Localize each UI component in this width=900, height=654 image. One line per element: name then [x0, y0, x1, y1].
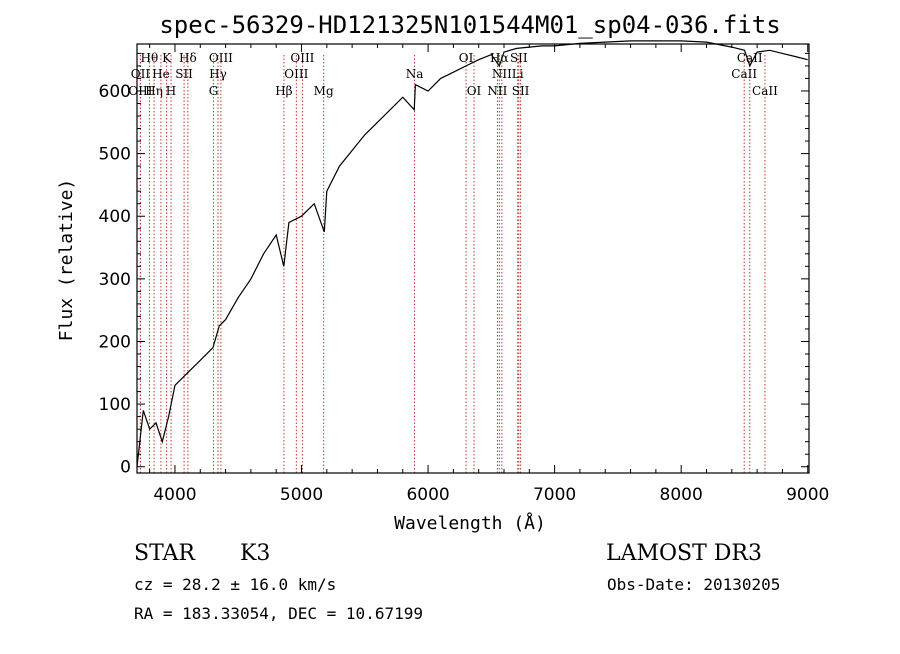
line-label-5: K [162, 51, 172, 65]
line-label-24: SII [512, 84, 530, 98]
line-label-1: OII [131, 67, 151, 81]
spectral-line-markers [139, 55, 766, 473]
observation-date: Obs-Date: 20130205 [607, 575, 780, 594]
y-tick-label-6: 600 [99, 82, 131, 102]
y-tick-label-5: 500 [99, 145, 131, 165]
y-tick-label-1: 100 [99, 395, 131, 415]
line-label-6: SII [175, 67, 193, 81]
line-label-17: OI [459, 51, 474, 65]
line-label-7: H [166, 84, 176, 98]
x-axis-label: Wavelength (Å) [394, 512, 546, 534]
plot-frame [136, 43, 810, 474]
line-label-0: Hθ [141, 51, 159, 65]
survey-name: LAMOST DR3 [606, 541, 762, 566]
y-tick-label-3: 300 [99, 270, 131, 290]
line-label-10: Hγ [209, 67, 227, 81]
line-label-8: Hδ [179, 51, 197, 65]
x-axis: 4000 5000 6000 7000 8000 9000 [149, 44, 829, 505]
x-tick-label-2: 6000 [406, 485, 449, 505]
y-tick-label-0: 0 [120, 458, 131, 478]
line-label-23: Li [512, 67, 524, 81]
line-label-22: SII [510, 51, 528, 65]
line-label-19: Hα [490, 51, 509, 65]
line-label-4: Hη [145, 84, 163, 98]
redshift-velocity: cz = 28.2 ± 16.0 km/s [134, 575, 336, 594]
x-tick-label-3: 7000 [533, 485, 576, 505]
x-tick-label-5: 9000 [786, 485, 829, 505]
line-label-26: CaII [731, 67, 757, 81]
chart-title: spec-56329-HD121325N101544M01_sp04-036.f… [159, 11, 780, 39]
object-subclass: K3 [240, 541, 270, 566]
line-label-25: CaII [737, 51, 763, 65]
y-tick-label-4: 400 [99, 207, 131, 227]
x-tick-label-1: 5000 [280, 485, 323, 505]
line-label-9: OIII [209, 51, 233, 65]
line-label-16: Na [406, 67, 424, 81]
spectrum-line [136, 40, 808, 467]
coordinates: RA = 183.33054, DEC = 10.67199 [134, 604, 423, 623]
x-tick-label-0: 4000 [153, 485, 196, 505]
line-label-27: CaII [752, 84, 778, 98]
y-axis: 0 100 200 300 400 500 600 [99, 52, 809, 478]
line-label-15: Mg [314, 84, 334, 98]
x-tick-label-4: 8000 [660, 485, 703, 505]
line-label-13: OIII [290, 51, 314, 65]
line-label-21: NII [487, 84, 507, 98]
line-label-3: He [152, 67, 170, 81]
y-axis-label: Flux (relative) [56, 179, 77, 342]
line-label-12: Hβ [275, 84, 292, 98]
line-label-11: G [209, 84, 219, 98]
y-tick-label-2: 200 [99, 332, 131, 352]
object-class: STAR [134, 541, 196, 566]
line-label-20: NII [492, 67, 512, 81]
line-label-14: OIII [284, 67, 308, 81]
line-label-18: OI [467, 84, 482, 98]
